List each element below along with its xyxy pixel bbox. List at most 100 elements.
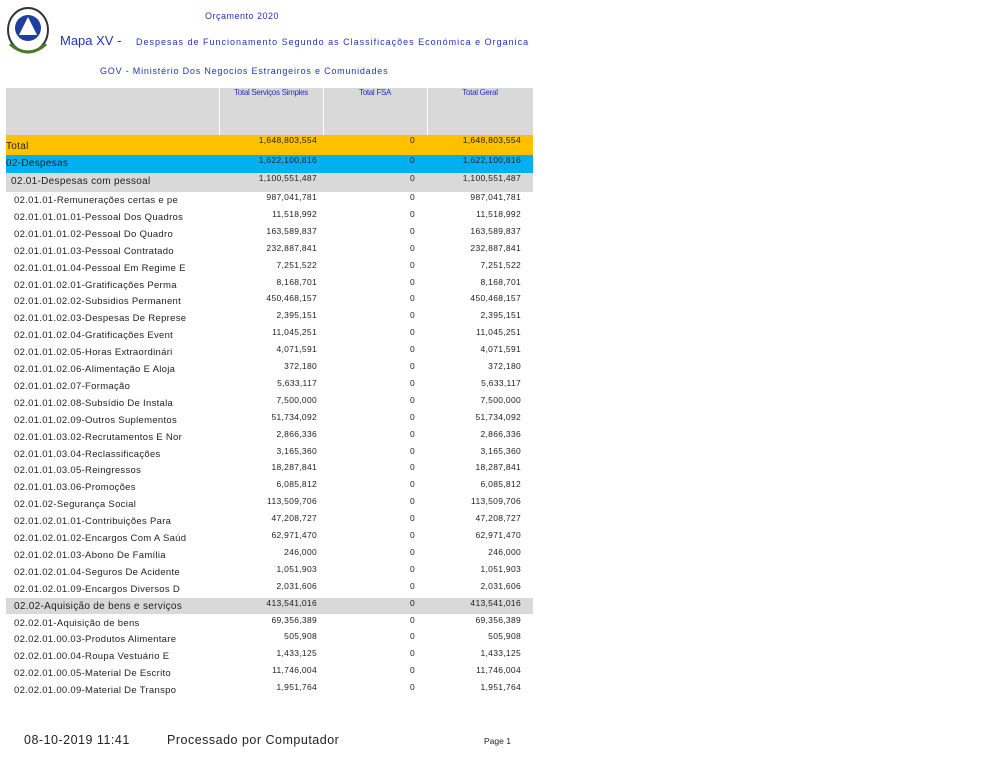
table-row: 02.02.01.00.04-Roupa Vestuário E 1,433,12… — [6, 648, 533, 665]
cell-value: 18,287,841 — [475, 462, 521, 473]
cell-value: 0 — [409, 276, 415, 287]
cell-value: 987,041,781 — [470, 192, 521, 202]
cell-value: 11,746,004 — [476, 665, 521, 676]
organization: GOV - Ministério Dos Negocios Estrangeir… — [100, 66, 389, 76]
table-row: 02.01.02.01.01-Contribuições Para 47,208,… — [6, 513, 533, 530]
table-row: 02.01.01-Remunerações certas e pe 987,041… — [6, 192, 533, 209]
cell-value: 0 — [409, 361, 415, 371]
cell-value: 0 — [409, 665, 415, 676]
cell-value: 0 — [409, 462, 415, 473]
cell-value: 0 — [409, 682, 415, 693]
table-row: Total 1,648,803,554 0 1,648,803,554 — [6, 135, 533, 155]
column-header: Total Serviços Simples — [234, 88, 308, 97]
table-row: 02.01.02.01.09-Encargos Diversos D 2,031,… — [6, 581, 533, 598]
cell-value: 1,622,100,816 — [258, 155, 317, 165]
row-label: 02.01.02.01.04-Seguros De Acidente — [14, 566, 181, 578]
cell-value: 0 — [409, 259, 415, 270]
cell-value: 69,356,389 — [271, 614, 317, 625]
table-row: 02.01.01.02.02-Subsidios Permanent 450,46… — [6, 293, 533, 310]
cell-value: 0 — [409, 530, 415, 540]
table-row: 02.01.01.02.09-Outros Suplementos 51,734,… — [6, 412, 533, 429]
column-header: Total FSA — [359, 88, 391, 97]
cell-value: 1,051,903 — [480, 563, 521, 574]
cell-value: 1,433,125 — [480, 648, 521, 659]
cell-value: 413,541,016 — [470, 597, 521, 608]
cell-value: 0 — [409, 445, 415, 456]
cell-value: 11,045,251 — [272, 327, 317, 338]
cell-value: 11,518,992 — [476, 208, 521, 219]
cell-value: 7,251,522 — [276, 259, 317, 270]
row-label: 02.01.01.02.04-Gratificações Event — [14, 330, 174, 342]
table-row: 02.01.01.02.06-Alimentação E Aloja 372,18… — [6, 361, 533, 378]
cell-value: 51,734,092 — [271, 411, 317, 422]
cell-value: 0 — [409, 208, 415, 219]
cell-value: 0 — [409, 563, 415, 574]
table-row: 02.01.01.01.01-Pessoal Dos Quadros 11,518… — [6, 209, 533, 226]
cell-value: 0 — [409, 225, 415, 236]
cell-value: 8,168,701 — [480, 276, 521, 287]
cell-value: 0 — [409, 614, 415, 625]
row-label: 02-Despesas — [6, 158, 69, 169]
table-row: 02.01.02.01.03-Abono De Família 246,000 0 2… — [6, 547, 533, 564]
table-row: 02.01.01.03.05-Reingressos 18,287,841 0 18,… — [6, 462, 533, 479]
row-label: 02.01.02.01.02-Encargos Com A Saúd — [14, 533, 187, 544]
cell-value: 0 — [409, 580, 415, 591]
row-label: 02.02.01.00.09-Material De Transpo — [14, 685, 177, 697]
column-header: Total Geral — [462, 88, 498, 97]
row-label: 02.01.01.02.06-Alimentação E Aloja — [14, 364, 176, 375]
cell-value: 0 — [409, 631, 415, 642]
cell-value: 1,100,551,487 — [462, 173, 521, 183]
cell-value: 1,648,803,554 — [462, 135, 521, 145]
cell-value: 505,908 — [284, 631, 317, 642]
logo — [7, 7, 49, 54]
cell-value: 372,180 — [284, 361, 317, 371]
cell-value: 11,518,992 — [272, 208, 317, 219]
table-row: 02.01.01.02.08-Subsídio De Instala 7,500,… — [6, 395, 533, 412]
cell-value: 5,633,117 — [277, 377, 317, 388]
cell-value: 0 — [409, 513, 415, 524]
cell-value: 11,746,004 — [272, 665, 317, 676]
row-label: 02.01.01.01.03-Pessoal Contratado — [14, 245, 174, 257]
cell-value: 3,165,360 — [480, 445, 521, 456]
cell-value: 113,509,706 — [267, 496, 317, 507]
cell-value: 3,165,360 — [276, 445, 317, 456]
row-label: 02.01.01.03.02-Recrutamentos E Nor — [14, 431, 183, 443]
cell-value: 1,100,551,487 — [258, 173, 317, 183]
cell-value: 0 — [409, 135, 415, 145]
cell-value: 1,951,764 — [480, 682, 521, 693]
cell-value: 7,500,000 — [480, 394, 521, 405]
cell-value: 2,031,606 — [276, 580, 317, 591]
cell-value: 47,208,727 — [271, 513, 317, 524]
row-label: 02.01.02.01.09-Encargos Diversos D — [14, 583, 180, 595]
row-label: 02.01.01.02.09-Outros Suplementos — [14, 414, 178, 426]
table-row: 02.01.01.01.03-Pessoal Contratado 232,887… — [6, 243, 533, 260]
row-label: 02.02.01.00.03-Produtos Alimentare — [14, 634, 177, 646]
map-number: Mapa XV - — [60, 33, 122, 48]
cell-value: 163,589,837 — [470, 225, 521, 236]
cell-value: 5,633,117 — [481, 377, 521, 388]
cell-value: 413,541,016 — [266, 597, 317, 608]
cell-value: 62,971,470 — [475, 530, 521, 540]
table-header — [6, 88, 533, 135]
row-label: 02.01.02.01.01-Contribuições Para — [14, 516, 172, 528]
cell-value: 113,509,706 — [471, 496, 521, 507]
budget-year: Orçamento 2020 — [205, 11, 280, 21]
cell-value: 0 — [409, 310, 415, 321]
cell-value: 0 — [409, 428, 415, 439]
table-row: 02.01.01.03.04-Reclassificações 3,165,360… — [6, 446, 533, 463]
cell-value: 0 — [409, 394, 415, 405]
table-row: 02.01.02.01.02-Encargos Com A Saúd 62,971… — [6, 530, 533, 547]
cell-value: 7,500,000 — [276, 394, 317, 405]
cell-value: 2,866,336 — [276, 428, 317, 439]
table-row: 02.02.01.00.05-Material De Escrito 11,746… — [6, 665, 533, 682]
cell-value: 6,085,812 — [480, 479, 521, 490]
cell-value: 246,000 — [284, 546, 317, 557]
row-label: 02.01.01.01.04-Pessoal Em Regime E — [14, 262, 186, 274]
row-label: Total — [6, 141, 29, 152]
row-label: 02.01-Despesas com pessoal — [11, 176, 151, 187]
cell-value: 450,468,157 — [470, 293, 521, 304]
cell-value: 0 — [409, 242, 415, 253]
cell-value: 2,031,606 — [480, 580, 521, 591]
row-label: 02.01.01-Remunerações certas e pe — [14, 195, 179, 206]
row-label: 02.01.01.02.08-Subsídio De Instala — [14, 397, 174, 409]
